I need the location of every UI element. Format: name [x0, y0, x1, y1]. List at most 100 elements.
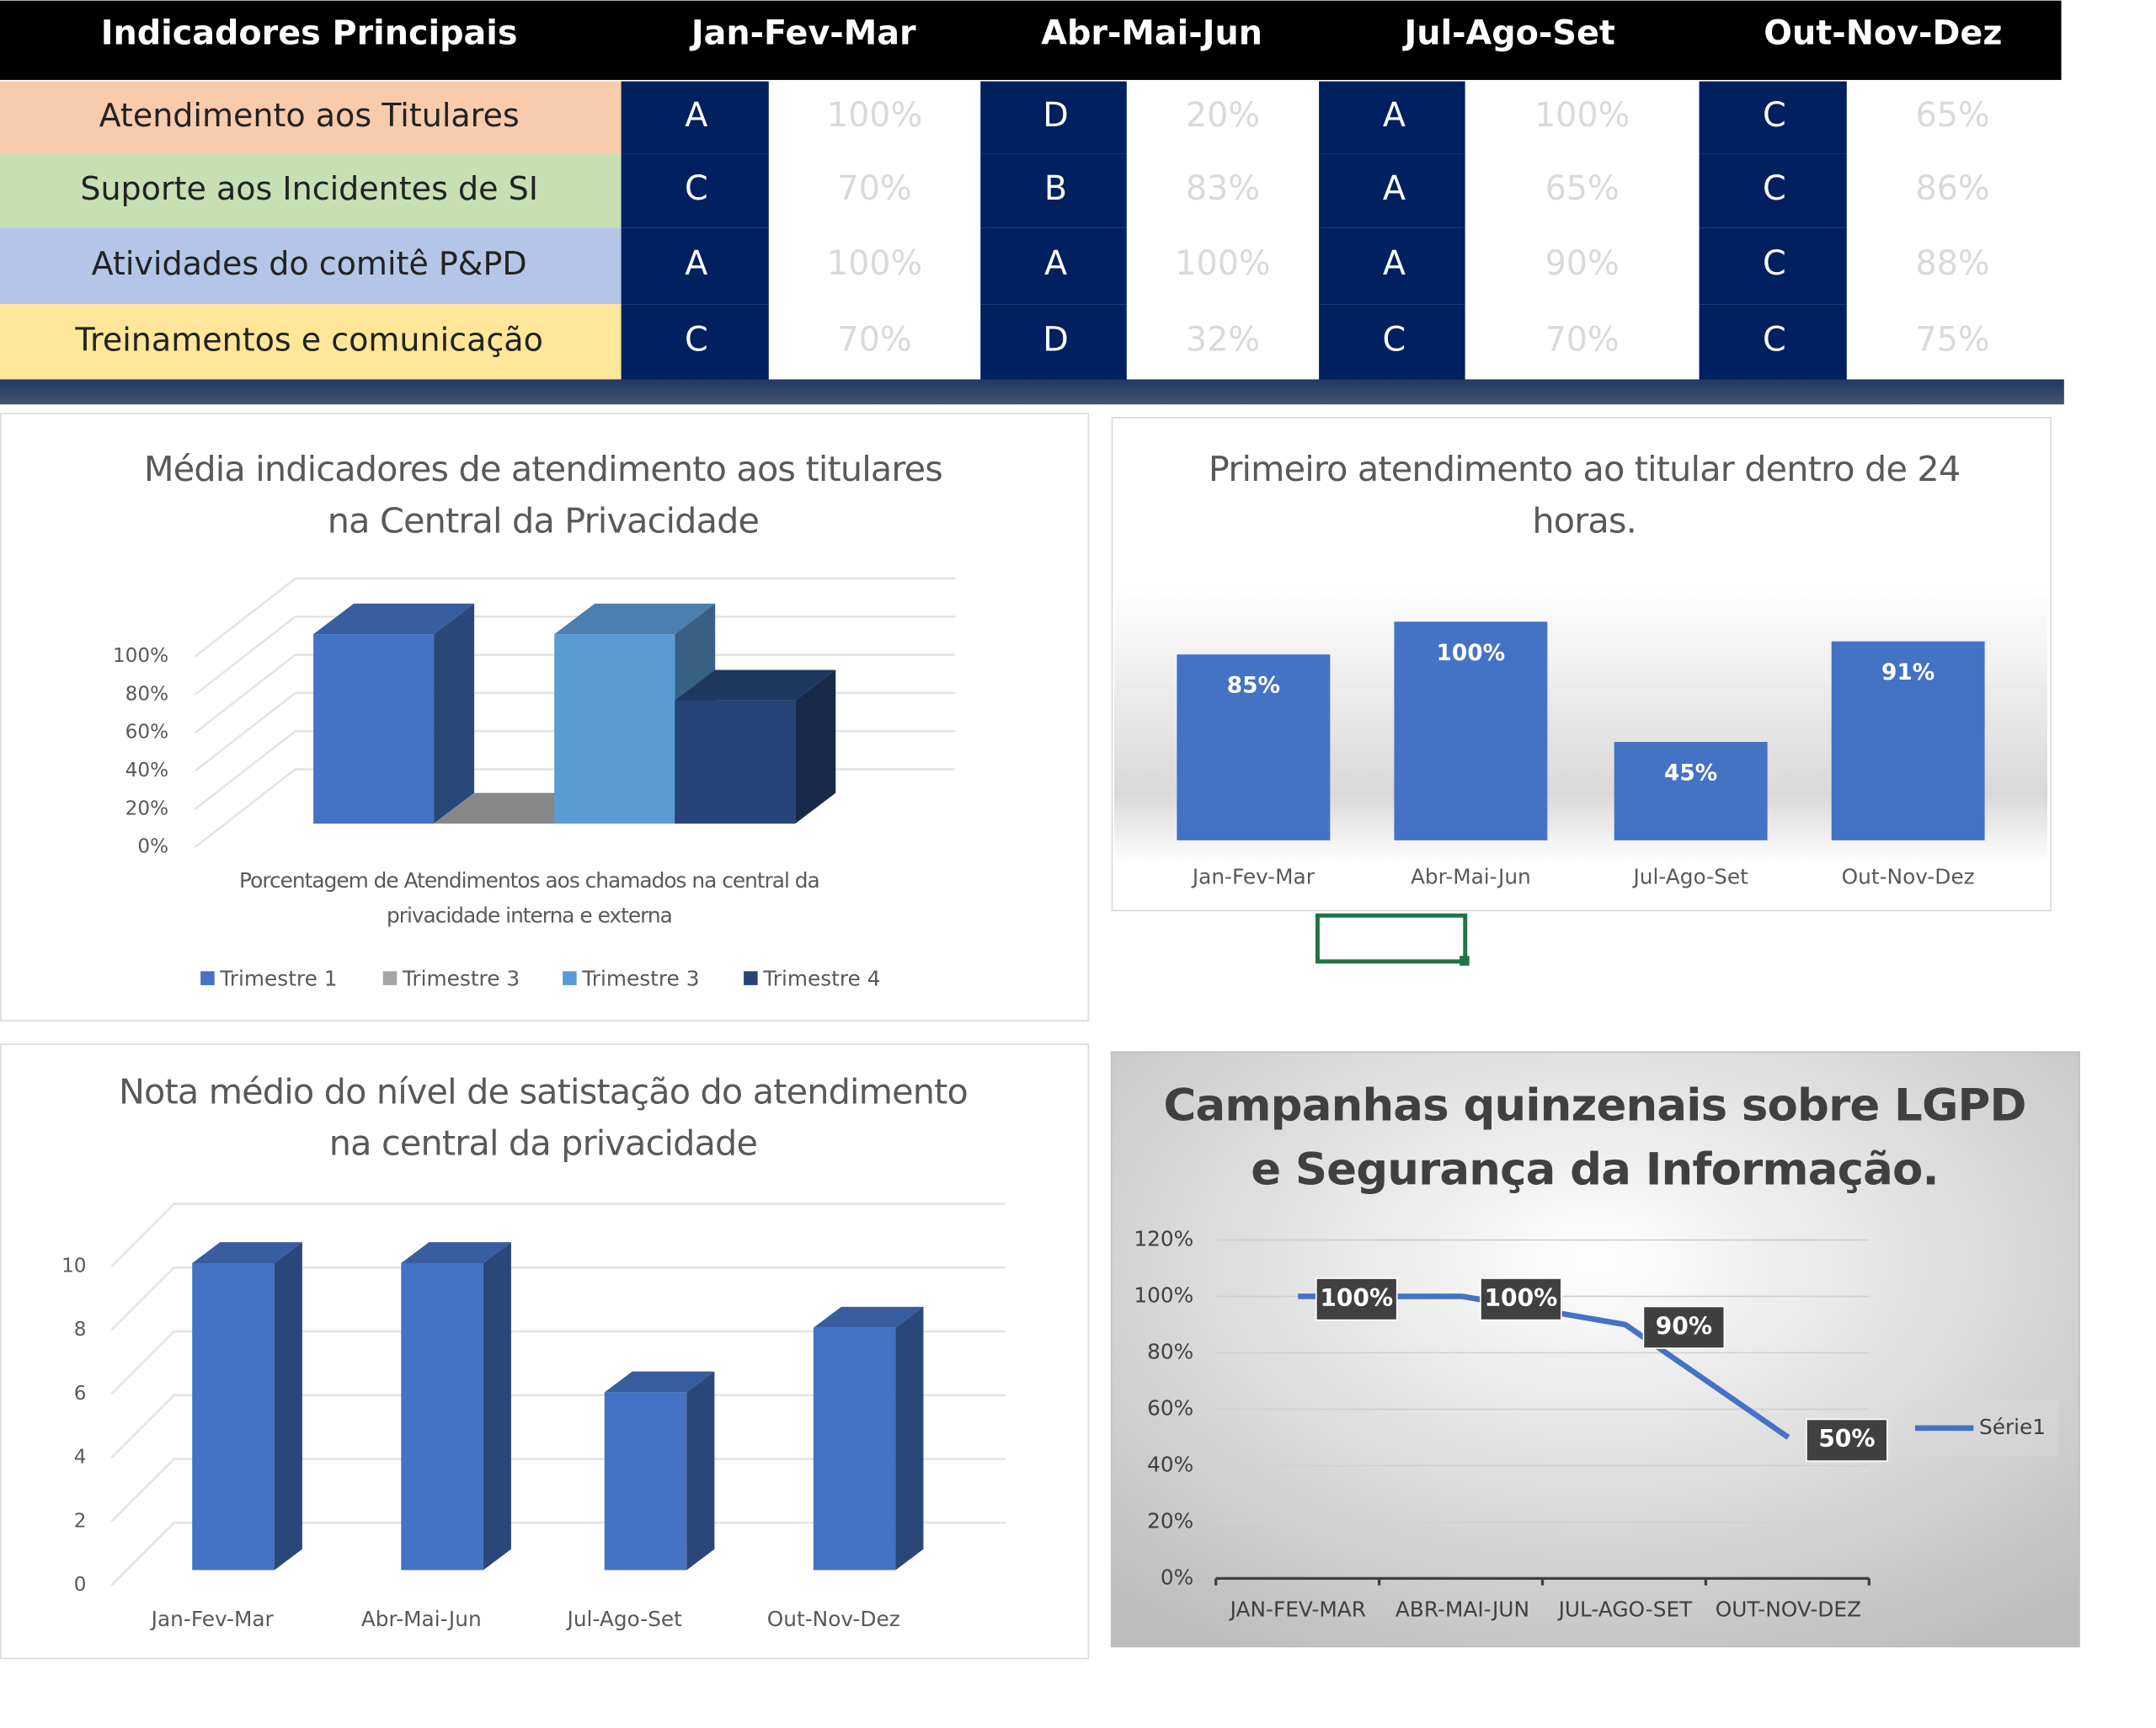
grade: D [1043, 96, 1069, 135]
bar [1394, 621, 1548, 840]
bar-top [604, 1371, 715, 1393]
table-cell [1699, 304, 1847, 380]
percentage: 32% [1186, 320, 1260, 359]
percentage: 100% [1534, 96, 1630, 135]
table-cell [1319, 304, 1465, 380]
percentage: 88% [1915, 244, 1989, 283]
column-header: Jan-Fev-Mar [689, 14, 916, 53]
bar-side [434, 603, 475, 824]
percentage: 70% [837, 169, 911, 208]
percentage: 90% [1545, 244, 1620, 283]
y-tick-label: 40% [125, 760, 168, 781]
bar [1831, 641, 1985, 840]
bar-top [675, 669, 836, 701]
data-label: 100% [1437, 640, 1506, 666]
grid-line [110, 1203, 1006, 1267]
grid-line [110, 1521, 1006, 1587]
grid-line [110, 1458, 1006, 1523]
table-cell [1465, 227, 1700, 305]
table-cell [1846, 304, 2059, 380]
table-cell [0, 227, 622, 305]
grade: A [685, 244, 707, 283]
y-tick-label: 60% [1147, 1395, 1193, 1420]
grade: C [1763, 320, 1786, 359]
x-tick-label: Abr-Mai-Jun [361, 1607, 482, 1631]
bar [1614, 742, 1768, 840]
row-label: Atendimento aos Titulares [99, 97, 520, 134]
legend-swatch [563, 971, 577, 985]
column-header: Indicadores Principais [101, 14, 518, 53]
chart-title: Média indicadores de atendimento aos tit… [143, 449, 943, 541]
table-cell [1319, 153, 1465, 228]
table-cell [1319, 227, 1465, 305]
percentage: 100% [1175, 244, 1270, 283]
percentage: 100% [827, 244, 922, 283]
x-tick-label: Out-Nov-Dez [767, 1607, 900, 1631]
bar-side [274, 1242, 302, 1571]
data-label-box [1642, 1305, 1726, 1349]
table-cell [980, 227, 1127, 305]
table-footer [0, 379, 2064, 405]
chart-frame [1110, 1051, 2080, 1648]
y-tick-label: 0 [74, 1574, 87, 1596]
grade: A [1383, 96, 1406, 135]
y-tick-label: 60% [125, 722, 168, 744]
grid-line [110, 1267, 1006, 1331]
table-cell [1126, 304, 1320, 380]
cell-selection [1315, 913, 1468, 964]
table-cell [0, 153, 622, 228]
chart-title: Primeiro atendimento ao titular dentro d… [1208, 449, 1961, 541]
y-tick-label: 0% [137, 836, 168, 858]
table-cell [1126, 81, 1320, 154]
table-cell [1465, 81, 1700, 154]
grade: C [1763, 96, 1786, 135]
legend-label: Trimestre 4 [762, 966, 880, 990]
legend-label: Série1 [1979, 1415, 2046, 1439]
data-label: 91% [1881, 659, 1935, 685]
chart-title: Campanhas quinzenais sobre LGPD e Segura… [1163, 1078, 2026, 1196]
bar-front [604, 1392, 687, 1571]
grid-line [194, 616, 956, 696]
x-tick-label: JAN-FEV-MAR [1229, 1597, 1366, 1621]
x-axis-category-box: Porcentagem de Atendimentos aos chamados… [239, 868, 820, 928]
table-cell [1846, 153, 2059, 228]
chart-title-box: Média indicadores de atendimento aos tit… [143, 449, 943, 541]
grade: C [1763, 169, 1786, 208]
chart-frame [0, 413, 1090, 1021]
x-tick-label: ABR-MAI-JUN [1396, 1597, 1529, 1621]
bar-side [686, 1371, 715, 1571]
grade: A [1383, 244, 1406, 283]
table-cell [1699, 227, 1847, 305]
bar-front [675, 700, 796, 824]
table-cell [768, 227, 981, 305]
x-tick-label: Out-Nov-Dez [1842, 865, 1975, 889]
table-cell [0, 304, 622, 380]
chart-title: Nota médio do nível de satistação do ate… [118, 1071, 969, 1164]
grade: D [1043, 320, 1069, 359]
bar-side [795, 669, 836, 824]
chart-title-box: Nota médio do nível de satistação do ate… [118, 1071, 969, 1164]
percentage: 65% [1915, 96, 1989, 135]
percentage: 75% [1915, 320, 1989, 359]
table-cell [768, 81, 981, 154]
table-cell [1465, 304, 1700, 380]
column-header: Abr-Mai-Jun [1041, 14, 1262, 53]
table-cell [621, 304, 769, 380]
legend-swatch [382, 971, 398, 985]
table-header [0, 0, 2062, 80]
y-tick-label: 10 [61, 1255, 86, 1277]
table-cell [768, 304, 981, 380]
table-cell [1846, 227, 2059, 305]
table-cell [1465, 153, 1700, 228]
y-tick-label: 2 [74, 1510, 87, 1532]
table-cell [980, 153, 1127, 228]
table-cell [621, 81, 769, 154]
table-cell [1699, 153, 1847, 228]
chart-title-box: Primeiro atendimento ao titular dentro d… [1208, 449, 1961, 541]
y-tick-label: 100% [113, 645, 168, 667]
x-tick-label: Abr-Mai-Jun [1411, 865, 1531, 889]
y-tick-label: 80% [125, 683, 168, 705]
bar-front [192, 1262, 275, 1571]
